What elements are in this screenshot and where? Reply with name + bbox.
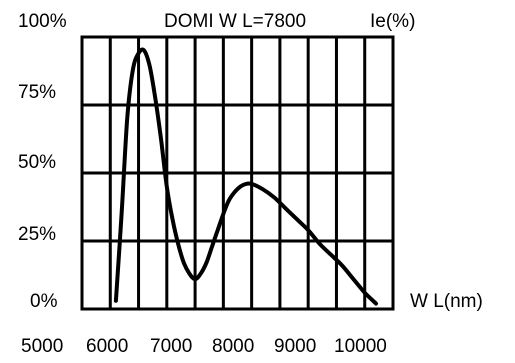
y-tick-label: 100%: [18, 11, 67, 32]
x-tick-label: 8000: [212, 336, 254, 357]
y-tick-label: 75%: [18, 82, 56, 103]
x-tick-label: 9000: [274, 336, 316, 357]
y-axis-label: Ie(%): [370, 11, 415, 32]
y-tick-label: 50%: [18, 152, 56, 173]
y-tick-label: 0%: [30, 291, 58, 312]
x-axis-label: W L(nm): [410, 291, 483, 312]
grid-lines: [82, 37, 393, 309]
y-tick-label: 25%: [18, 224, 56, 245]
x-tick-label: 6000: [86, 336, 128, 357]
x-tick-label: 5000: [21, 336, 63, 357]
x-tick-label: 10000: [334, 336, 387, 357]
intensity-curve: [113, 47, 378, 306]
x-tick-label: 7000: [150, 336, 192, 357]
chart-title: DOMI W L=7800: [164, 11, 306, 32]
